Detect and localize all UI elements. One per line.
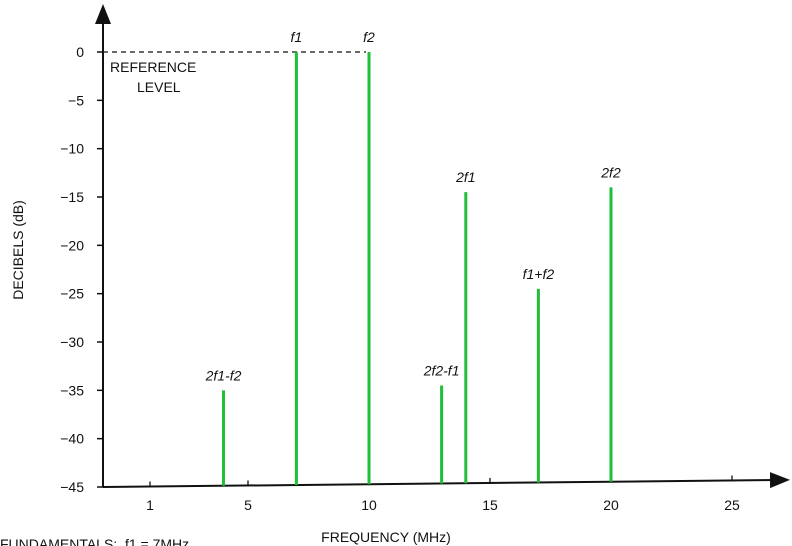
y-tick-label: −35 [60, 382, 84, 398]
y-tick-label: −25 [60, 286, 84, 302]
y-tick-label: −30 [60, 334, 84, 350]
reference-label-line2: LEVEL [137, 79, 181, 95]
x-tick-label: 10 [361, 497, 377, 513]
spectral-line-label: 2f1 [455, 169, 475, 185]
x-tick-label: 15 [482, 497, 498, 513]
x-tick-label: 5 [244, 497, 252, 513]
spectral-line-label: 2f2 [600, 164, 621, 180]
x-tick-label: 1 [146, 497, 154, 513]
x-tick-label: 25 [724, 497, 740, 513]
bar-group: 2f1-f2 f1 f2 2f2-f1 2f1 f1+f2 2f2 [205, 29, 621, 486]
y-axis-title: DECIBELS (dB) [10, 200, 26, 300]
spectral-line-label: f1 [291, 29, 303, 45]
x-tick-label: 20 [603, 497, 619, 513]
spectral-line-label: f2 [363, 29, 375, 45]
y-tick-label: −10 [60, 141, 84, 157]
x-axis [102, 472, 790, 489]
spectral-line-label: f1+f2 [523, 266, 555, 282]
x-tick-group: 1 5 10 15 20 25 [146, 475, 740, 513]
y-tick-label: −40 [60, 431, 84, 447]
x-axis-title: FREQUENCY (MHz) [321, 529, 451, 545]
y-tick-label: −15 [60, 189, 84, 205]
spectral-line-label: 2f1-f2 [205, 367, 242, 383]
reference-label-line1: REFERENCE [110, 59, 196, 75]
y-tick-group: 0 −5 −10 −15 −20 −25 −30 −35 −40 −45 [60, 44, 103, 495]
y-tick-label: −45 [60, 479, 84, 495]
spectral-line-label: 2f2-f1 [423, 363, 460, 379]
y-tick-label: 0 [76, 44, 84, 60]
y-tick-label: −20 [60, 237, 84, 253]
fundamentals-footnote: FUNDAMENTALS: f1 = 7MHz [0, 536, 189, 546]
y-tick-label: −5 [68, 92, 84, 108]
